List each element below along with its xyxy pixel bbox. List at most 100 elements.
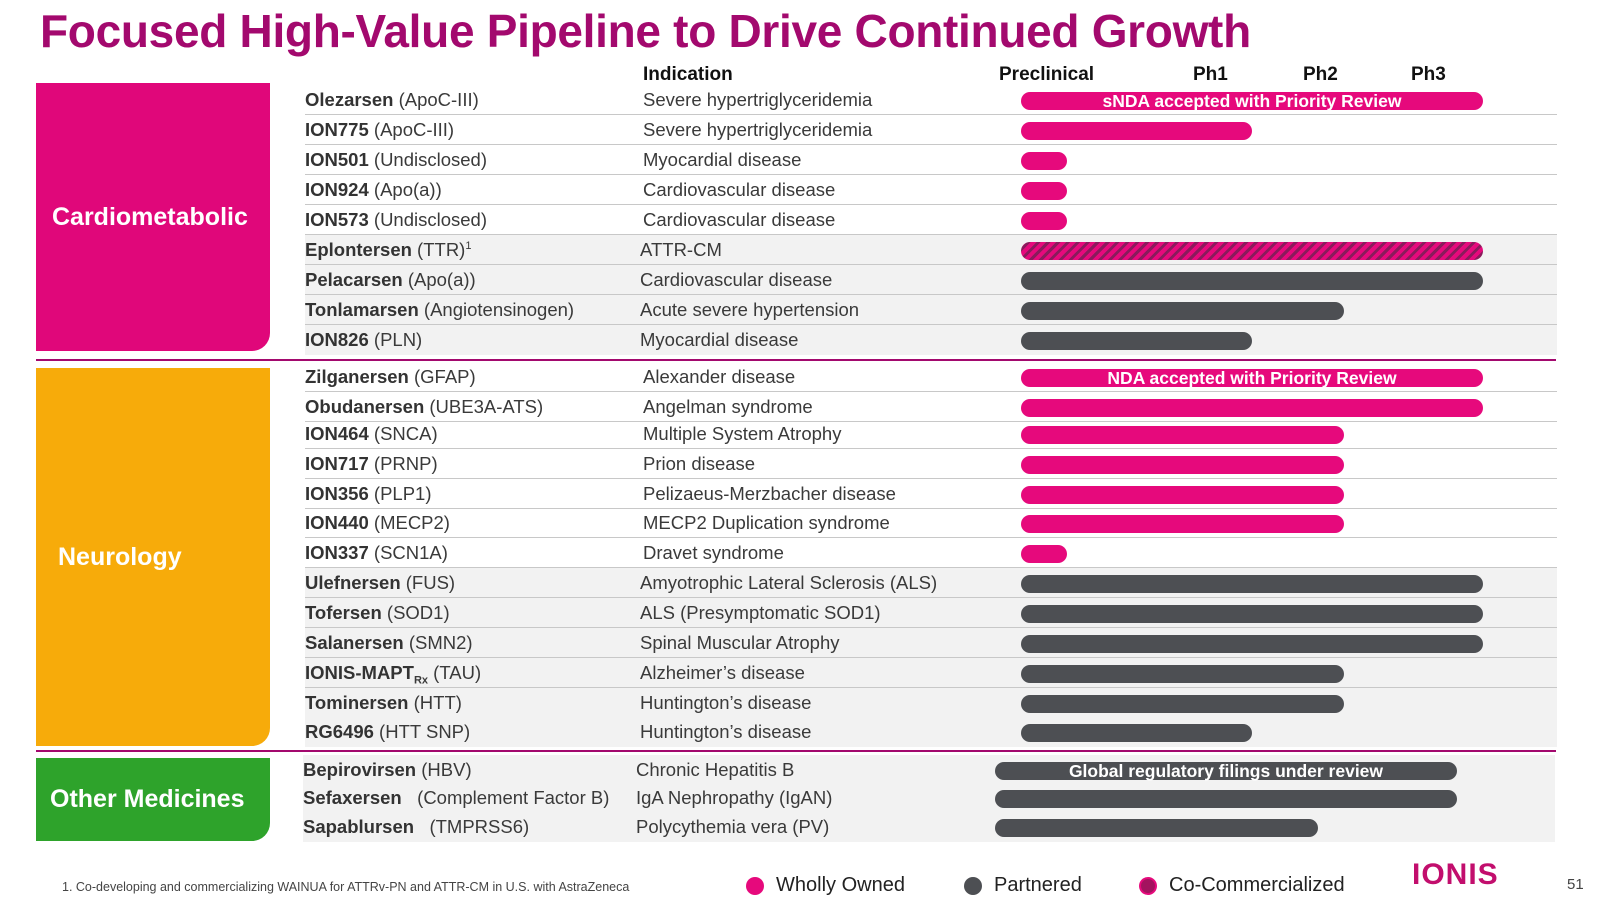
wholly-owned-dot-icon bbox=[746, 876, 764, 895]
drug-brand: Tofersen bbox=[305, 602, 382, 623]
drug-brand: Ulefnersen bbox=[305, 572, 401, 593]
progress-bar bbox=[1021, 724, 1252, 742]
drug-brand: Sapablursen bbox=[303, 816, 415, 837]
co-commercialized-dot-icon bbox=[1139, 876, 1157, 895]
drug-brand: ION775 bbox=[305, 119, 369, 140]
drug-brand: Tominersen bbox=[305, 692, 409, 713]
indication: ALS (Presymptomatic SOD1) bbox=[640, 602, 881, 623]
row-divider bbox=[305, 144, 1557, 145]
row-divider bbox=[305, 294, 1557, 295]
drug-name: ION356 (PLP1) bbox=[305, 483, 431, 505]
drug-target: (SOD1) bbox=[381, 602, 450, 623]
progress-bar bbox=[1021, 665, 1344, 683]
table-row: ION826 (PLN) Myocardial disease bbox=[305, 325, 1557, 355]
table-row: ION717 (PRNP) Prion disease bbox=[305, 449, 1557, 479]
drug-brand: RG6496 bbox=[305, 721, 374, 742]
progress-bar bbox=[1021, 515, 1344, 533]
indication: Dravet syndrome bbox=[643, 542, 784, 563]
legend-partnered: Partnered bbox=[964, 874, 1082, 897]
table-row: ION501 (Undisclosed) Myocardial disease bbox=[305, 145, 1557, 175]
drug-brand: ION337 bbox=[305, 542, 369, 563]
category-neurology: Neurology bbox=[36, 368, 270, 746]
drug-brand: ION924 bbox=[305, 179, 369, 200]
header-preclinical: Preclinical bbox=[999, 64, 1095, 85]
indication: Pelizaeus-Merzbacher disease bbox=[643, 483, 896, 504]
progress-bar bbox=[1021, 456, 1344, 474]
indication: Alexander disease bbox=[643, 366, 796, 387]
drug-brand: IONIS-MAPT bbox=[305, 662, 414, 683]
row-divider bbox=[305, 657, 1557, 658]
drug-brand: Tonlamarsen bbox=[305, 299, 419, 320]
header-ph3: Ph3 bbox=[1411, 64, 1446, 85]
table-row: Obudanersen (UBE3A-ATS) Angelman syndrome bbox=[305, 392, 1557, 422]
legend-label: Co-Commercialized bbox=[1169, 874, 1345, 896]
drug-name: Pelacarsen (Apo(a)) bbox=[305, 269, 476, 291]
drug-name: Tofersen (SOD1) bbox=[305, 602, 450, 624]
progress-bar bbox=[1021, 122, 1252, 140]
indication: Huntington’s disease bbox=[640, 721, 812, 742]
table-row: ION440 (MECP2) MECP2 Duplication syndrome bbox=[305, 508, 1557, 538]
header-ph2: Ph2 bbox=[1303, 64, 1338, 85]
row-divider bbox=[305, 204, 1557, 205]
legend-label: Partnered bbox=[994, 874, 1082, 896]
indication: Spinal Muscular Atrophy bbox=[640, 632, 840, 653]
drug-name: RG6496 (HTT SNP) bbox=[305, 721, 470, 743]
progress-bar bbox=[1021, 486, 1344, 504]
row-divider bbox=[305, 508, 1557, 509]
progress-bar bbox=[1021, 152, 1067, 170]
page-title: Focused High-Value Pipeline to Drive Con… bbox=[40, 5, 1251, 57]
table-row: Tominersen (HTT) Huntington’s disease bbox=[305, 688, 1557, 718]
table-row: Eplontersen (TTR)1 ATTR-CM bbox=[305, 235, 1557, 265]
table-row: ION775 (ApoC-III) Severe hypertriglycerid… bbox=[305, 115, 1557, 145]
drug-name: Sefaxersen (Complement Factor B) bbox=[303, 787, 609, 809]
table-row: Zilganersen (GFAP) Alexander disease NDA a… bbox=[305, 362, 1557, 392]
progress-bar bbox=[1021, 182, 1067, 200]
drug-target: (Undisclosed) bbox=[368, 149, 488, 170]
drug-brand: Bepirovirsen bbox=[303, 759, 417, 780]
indication: ATTR-CM bbox=[640, 239, 722, 260]
indication: Acute severe hypertension bbox=[640, 299, 860, 320]
indication: Myocardial disease bbox=[640, 329, 799, 350]
progress-bar bbox=[1021, 545, 1067, 563]
row-divider bbox=[305, 537, 1557, 538]
drug-brand: ION440 bbox=[305, 512, 369, 533]
drug-brand: ION573 bbox=[305, 209, 369, 230]
row-divider bbox=[305, 264, 1557, 265]
row-divider bbox=[305, 234, 1557, 235]
drug-name: Salanersen (SMN2) bbox=[305, 632, 473, 654]
drug-target: (PLP1) bbox=[368, 483, 432, 504]
row-divider bbox=[305, 687, 1557, 688]
drug-brand: Zilganersen bbox=[305, 366, 409, 387]
drug-target: (Undisclosed) bbox=[368, 209, 488, 230]
section-divider bbox=[36, 750, 1556, 752]
table-row: Olezarsen (ApoC-III) Severe hypertriglyce… bbox=[305, 85, 1557, 115]
table-row: ION924 (Apo(a)) Cardiovascular disease bbox=[305, 175, 1557, 205]
drug-brand: Obudanersen bbox=[305, 396, 425, 417]
progress-bar bbox=[995, 790, 1457, 808]
drug-name: Tominersen (HTT) bbox=[305, 692, 462, 714]
table-row: Sapablursen (TMPRSS6) Polycythemia vera (… bbox=[303, 812, 1555, 842]
drug-name: Bepirovirsen (HBV) bbox=[303, 759, 472, 781]
row-divider bbox=[305, 324, 1557, 325]
table-row: ION337 (SCN1A) Dravet syndrome bbox=[305, 538, 1557, 568]
row-divider bbox=[305, 391, 1557, 392]
indication: Angelman syndrome bbox=[643, 396, 813, 417]
drug-name: Zilganersen (GFAP) bbox=[305, 366, 476, 388]
drug-target: (HTT SNP) bbox=[373, 721, 471, 742]
drug-name: Tonlamarsen (Angiotensinogen) bbox=[305, 299, 574, 321]
row-divider bbox=[305, 114, 1557, 115]
category-label: Neurology bbox=[58, 542, 182, 571]
ionis-logo: IONIS bbox=[1412, 858, 1499, 891]
indication: Cardiovascular disease bbox=[643, 179, 836, 200]
drug-target: (SNCA) bbox=[368, 423, 438, 444]
indication: Polycythemia vera (PV) bbox=[636, 816, 830, 837]
drug-brand: Salanersen bbox=[305, 632, 404, 653]
drug-target: (TTR) bbox=[411, 239, 466, 260]
indication: Cardiovascular disease bbox=[643, 209, 836, 230]
drug-target: (UBE3A-ATS) bbox=[424, 396, 544, 417]
drug-target: (Angiotensinogen) bbox=[418, 299, 575, 320]
table-row: IONIS-MAPTRx (TAU) Alzheimer’s disease bbox=[305, 658, 1557, 688]
drug-name: ION826 (PLN) bbox=[305, 329, 422, 351]
table-row: Bepirovirsen (HBV) Chronic Hepatitis B Glo… bbox=[303, 755, 1555, 785]
category-cardiometabolic: Cardiometabolic bbox=[36, 83, 270, 351]
